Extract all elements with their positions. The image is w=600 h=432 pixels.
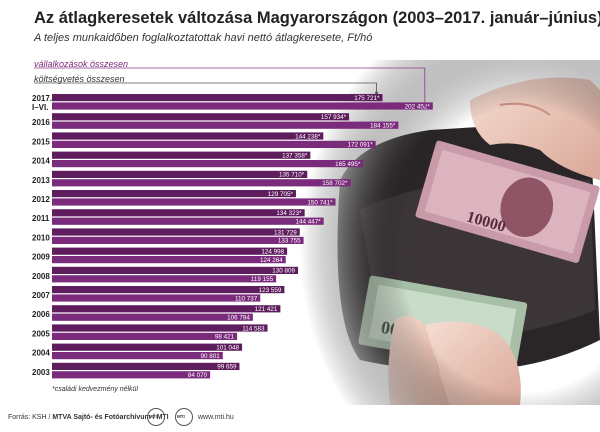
data-label: 135 710* [279, 172, 305, 179]
legend-leader-line [34, 67, 426, 106]
bar-budget [52, 256, 286, 264]
data-label: 134 323* [276, 210, 302, 217]
data-label: 119 155 [251, 276, 274, 283]
data-label: 144 447* [295, 219, 321, 226]
data-label: 184 155* [370, 123, 396, 130]
data-label: 202 452* [405, 103, 431, 110]
bar-corporate [52, 170, 308, 178]
bar-budget [52, 198, 336, 206]
mti-url: www.mti.hu [198, 414, 234, 421]
source-bold: MTVA Sajtó- és Fotóarchívum / MTI [52, 414, 169, 421]
legend-budget: költségvetés összesen [34, 74, 125, 84]
data-label: 150 741* [307, 199, 333, 206]
data-label: 124 998 [261, 249, 284, 256]
data-label: 158 702* [322, 180, 348, 187]
category-label: 2013 [32, 176, 50, 185]
bar-budget [52, 121, 399, 129]
bar-budget [52, 332, 238, 340]
data-label: 121 421 [255, 306, 278, 313]
category-label: 2007 [32, 291, 50, 300]
bar-corporate [52, 305, 281, 313]
legend-leader-line [34, 82, 377, 93]
bar-corporate [52, 151, 311, 159]
source-prefix: Forrás: KSH / [8, 414, 53, 421]
data-label: 131 729 [274, 229, 297, 236]
data-label: 130 809 [272, 268, 295, 275]
data-label: 124 264 [260, 257, 283, 264]
bar-corporate [52, 343, 243, 351]
data-label: 172 091* [347, 142, 373, 149]
bar-corporate [52, 113, 350, 121]
bar-corporate [52, 228, 300, 236]
bar-budget [52, 236, 304, 244]
category-label: 2006 [32, 310, 50, 319]
category-label: 2010 [32, 233, 50, 242]
data-label: 175 721* [354, 95, 380, 102]
mti-logo-icon: MTI [147, 408, 165, 426]
wallet-photo: 10000 000 [300, 60, 600, 405]
category-label: 2017. [32, 94, 52, 103]
bar-corporate [52, 247, 288, 255]
category-label: I–VI. [32, 103, 48, 112]
logo1-text: MTI [149, 414, 157, 419]
category-label: 2009 [32, 253, 50, 262]
bar-budget [52, 217, 324, 225]
chart-title: Az átlagkeresetek változása Magyarország… [34, 9, 600, 27]
source-credit: Forrás: KSH / MTVA Sajtó- és Fotóarchívu… [8, 414, 169, 421]
bar-corporate [52, 362, 240, 370]
legend-leader-dot [375, 91, 379, 95]
bar-corporate [52, 94, 383, 102]
data-label: 84 070 [188, 372, 208, 379]
data-label: 90 801 [201, 353, 221, 360]
category-label: 2004 [32, 349, 50, 358]
footnote: *családi kedvezmény nélkül [52, 386, 138, 393]
bar-corporate [52, 324, 268, 332]
data-label: 101 048 [216, 345, 239, 352]
bar-budget [52, 313, 253, 321]
data-label: 129 705* [268, 191, 294, 198]
category-label: 2008 [32, 272, 50, 281]
bar-budget [52, 160, 364, 168]
data-label: 110 737 [235, 295, 258, 302]
category-label: 2003 [32, 368, 50, 377]
data-label: 144 238* [295, 133, 321, 140]
category-label: 2014 [32, 157, 50, 166]
data-label: 98 421 [215, 334, 235, 341]
category-label: 2011 [32, 214, 50, 223]
category-label: 2012 [32, 195, 50, 204]
bar-budget [52, 179, 351, 187]
bar-budget [52, 102, 433, 110]
bar-budget [52, 371, 211, 379]
footer: Forrás: KSH / MTVA Sajtó- és Fotóarchívu… [0, 405, 600, 432]
data-label: 123 559 [259, 287, 282, 294]
bar-budget [52, 352, 223, 360]
legend-leader-dot [423, 103, 427, 107]
data-label: 114 583 [242, 325, 265, 332]
bar-budget [52, 294, 261, 302]
category-label: 2005 [32, 329, 50, 338]
data-label: 165 495* [335, 161, 361, 168]
bar-budget [52, 275, 277, 283]
bar-corporate [52, 132, 324, 140]
data-label: 99 659 [217, 364, 237, 371]
bar-corporate [52, 266, 299, 274]
legend-corporate: vállalkozások összesen [34, 59, 129, 69]
bar-budget [52, 140, 376, 148]
data-label: 157 934* [321, 114, 347, 121]
mti-logo-icon: MTI [175, 408, 193, 426]
chart-subtitle: A teljes munkaidőben foglalkoztatottak h… [34, 32, 373, 44]
category-label: 2016 [32, 118, 50, 127]
data-label: 106 794 [227, 315, 250, 322]
logo2-text: MTI [177, 414, 185, 419]
bar-corporate [52, 286, 285, 294]
data-label: 137 358* [282, 153, 308, 160]
bar-corporate [52, 209, 305, 217]
bar-corporate [52, 190, 296, 198]
data-label: 133 755 [278, 238, 301, 245]
category-label: 2015 [32, 137, 50, 146]
